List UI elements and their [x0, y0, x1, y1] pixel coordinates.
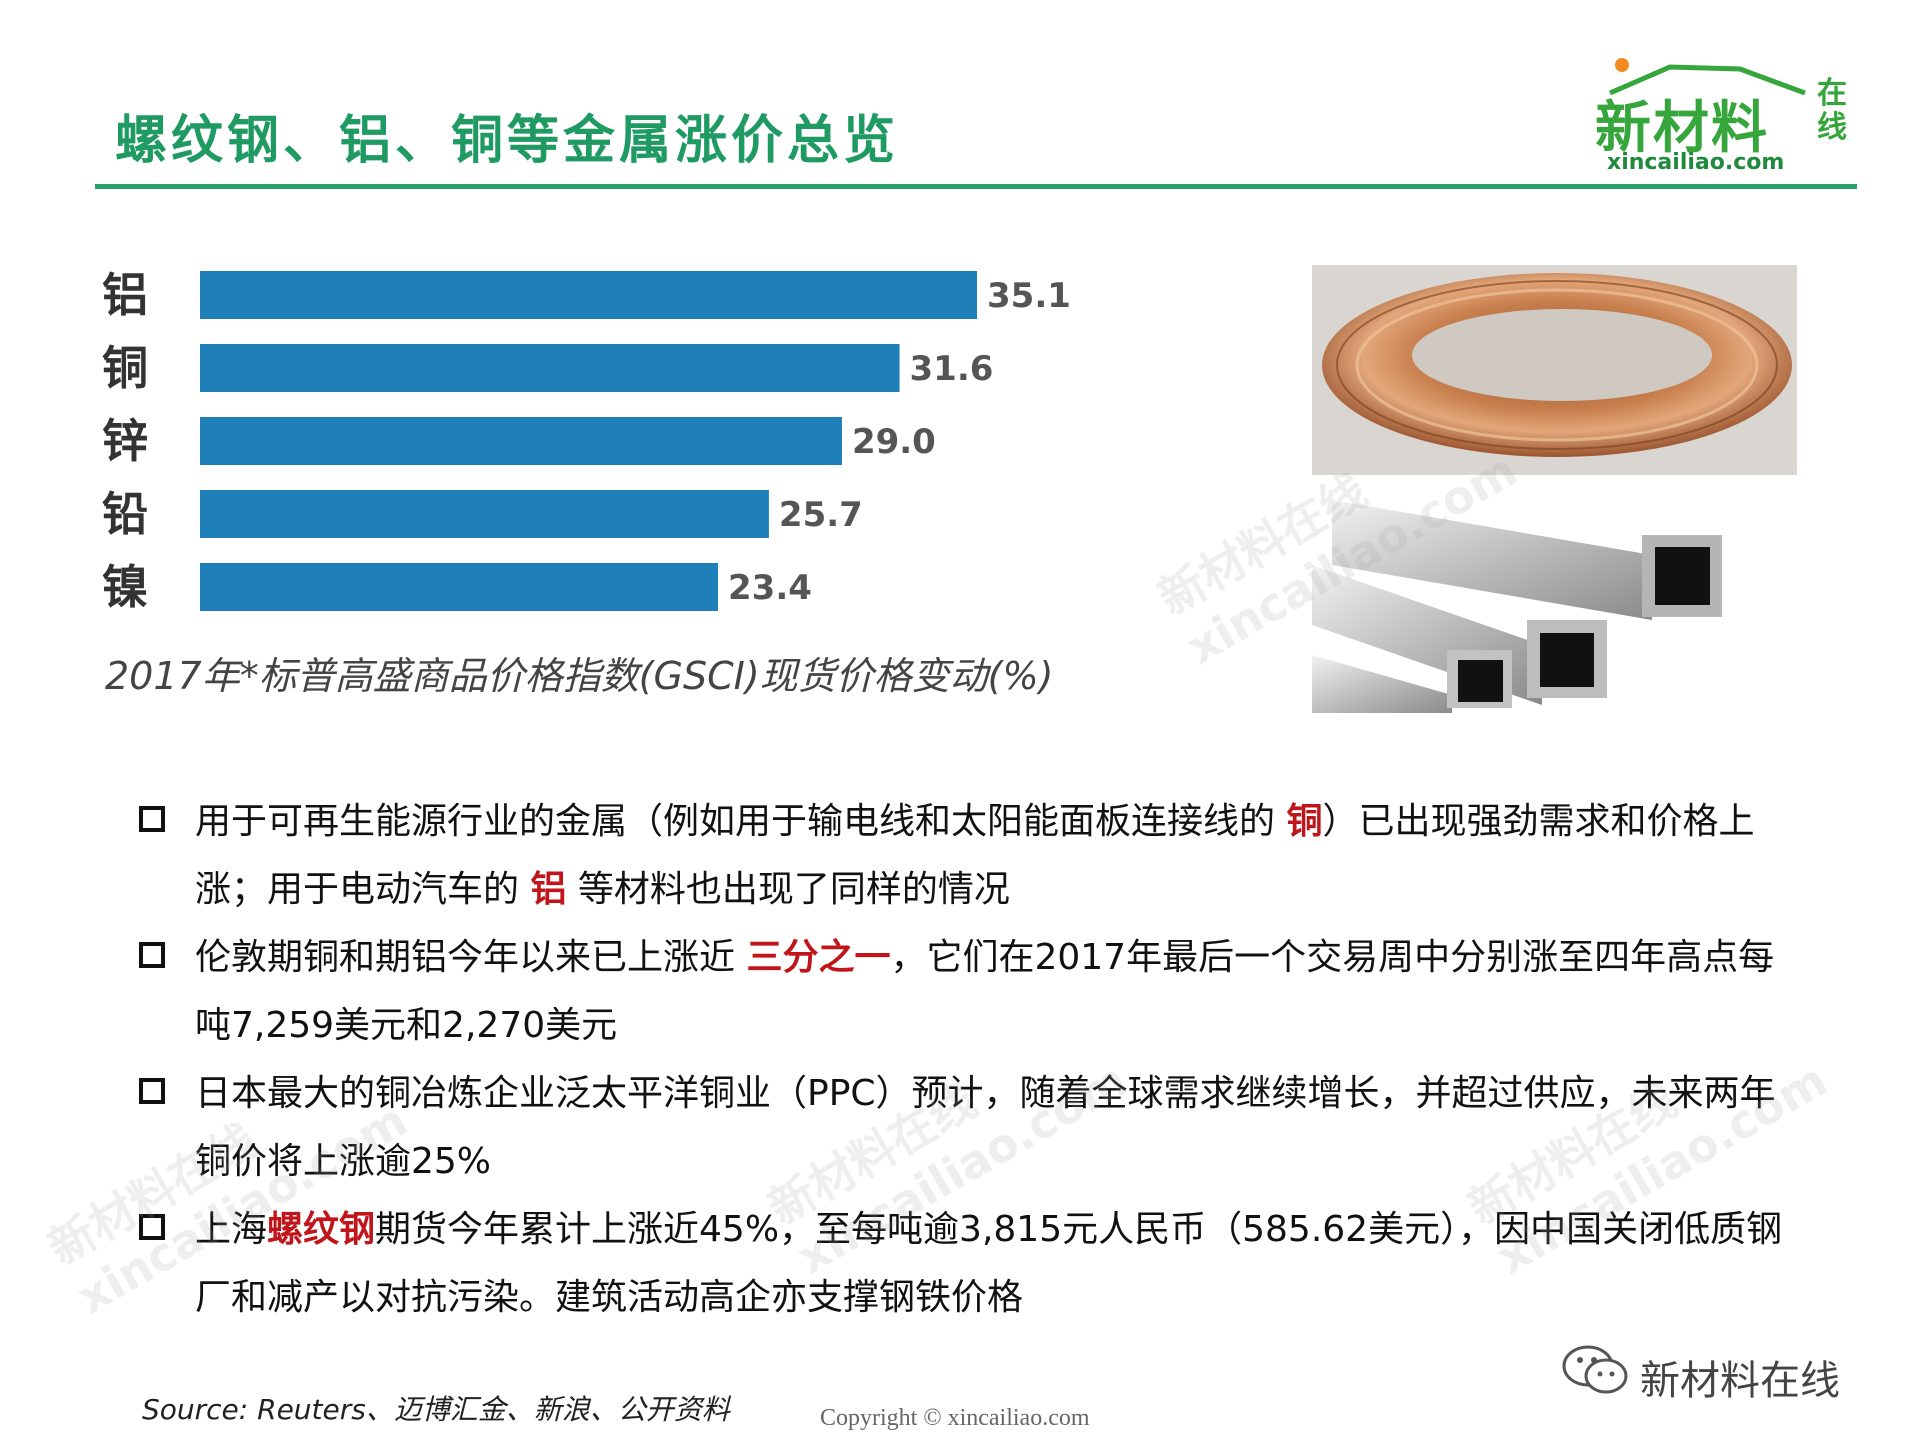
value-label: 25.7	[779, 495, 863, 535]
highlight-text: 铝	[530, 869, 567, 910]
highlight-text: 三分之一	[746, 937, 891, 978]
source-note: Source: Reuters、迈博汇金、新浪、公开资料	[142, 1393, 730, 1426]
text-run: 用于可再生能源行业的金属（例如用于输电线和太阳能面板连接线的	[195, 801, 1287, 842]
category-label: 铅	[102, 487, 148, 541]
price-change-bar-chart: 铝 35.1 铜 31.6 锌 29.0 铅 25.7 镍 23.4	[102, 268, 1071, 614]
bar	[200, 490, 769, 538]
bullet-item: 伦敦期铜和期铝今年以来已上涨近 三分之一，它们在2017年最后一个交易周中分别涨…	[135, 924, 1785, 1060]
value-label: 29.0	[852, 422, 936, 462]
bar	[200, 344, 900, 392]
brand-logo: 新材料 在线 xincailiao.com	[1595, 55, 1860, 180]
title-divider	[95, 184, 1857, 189]
bar	[200, 271, 977, 319]
category-label: 铝	[102, 268, 148, 322]
text-run: ，它们在2017年最后一个交易周中分别涨至四年高点每吨7,259美元和2,270…	[195, 937, 1775, 1046]
copper-wire-image	[1312, 265, 1797, 475]
wechat-badge: 新材料在线	[1560, 1340, 1840, 1404]
square-bullet-icon	[139, 1214, 165, 1240]
logo-main-text: 新材料	[1595, 96, 1769, 161]
value-label: 35.1	[987, 276, 1071, 316]
logo-url: xincailiao.com	[1607, 150, 1785, 175]
bullet-item: 用于可再生能源行业的金属（例如用于输电线和太阳能面板连接线的 铜）已出现强劲需求…	[135, 788, 1785, 924]
bullet-text: 日本最大的铜冶炼企业泛太平洋铜业（PPC）预计，随着全球需求继续增长，并超过供应…	[195, 1060, 1785, 1196]
square-bullet-icon	[139, 806, 165, 832]
wechat-account-name: 新材料在线	[1640, 1358, 1840, 1404]
logo-roof-icon	[1609, 58, 1806, 95]
bar	[200, 563, 718, 611]
text-run: 日本最大的铜冶炼企业泛太平洋铜业（PPC）预计，随着全球需求继续增长，并超过供应…	[195, 1073, 1776, 1182]
bar	[200, 417, 842, 465]
value-label: 31.6	[910, 349, 994, 389]
bullet-item: 上海螺纹钢期货今年累计上涨近45%，至每吨逾3,815元人民币（585.62美元…	[135, 1196, 1785, 1332]
bullet-text: 伦敦期铜和期铝今年以来已上涨近 三分之一，它们在2017年最后一个交易周中分别涨…	[195, 924, 1785, 1060]
text-run: 上海	[195, 1209, 268, 1250]
copyright-text: Copyright © xincailiao.com	[820, 1405, 1090, 1431]
category-label: 铜	[102, 341, 148, 395]
highlight-text: 铜	[1286, 801, 1323, 842]
category-label: 镍	[102, 560, 148, 614]
square-bullet-icon	[139, 1078, 165, 1104]
value-label: 23.4	[728, 568, 812, 608]
aluminum-tube-image	[1312, 485, 1797, 713]
text-run: 伦敦期铜和期铝今年以来已上涨近	[195, 937, 747, 978]
category-label: 锌	[102, 414, 148, 468]
page-title: 螺纹钢、铝、铜等金属涨价总览	[115, 111, 900, 171]
bullet-text: 用于可再生能源行业的金属（例如用于输电线和太阳能面板连接线的 铜）已出现强劲需求…	[195, 788, 1785, 924]
text-run: 等材料也出现了同样的情况	[566, 869, 1010, 910]
text-run: 期货今年累计上涨近45%，至每吨逾3,815元人民币（585.62美元），因中国…	[195, 1209, 1783, 1318]
bullet-text: 上海螺纹钢期货今年累计上涨近45%，至每吨逾3,815元人民币（585.62美元…	[195, 1196, 1785, 1332]
bullet-item: 日本最大的铜冶炼企业泛太平洋铜业（PPC）预计，随着全球需求继续增长，并超过供应…	[135, 1060, 1785, 1196]
highlight-text: 螺纹钢	[267, 1209, 376, 1250]
bullet-list: 用于可再生能源行业的金属（例如用于输电线和太阳能面板连接线的 铜）已出现强劲需求…	[135, 788, 1785, 1332]
logo-side-text: 在线	[1817, 76, 1847, 145]
text-run: ）已出现强劲需求和价格上涨；用于电动汽车的	[195, 801, 1755, 910]
wechat-icon	[1562, 1345, 1628, 1394]
chart-title: 2017年*标普高盛商品价格指数(GSCI)现货价格变动(%)	[105, 654, 1054, 698]
square-bullet-icon	[139, 942, 165, 968]
metal-photos	[1312, 265, 1797, 713]
